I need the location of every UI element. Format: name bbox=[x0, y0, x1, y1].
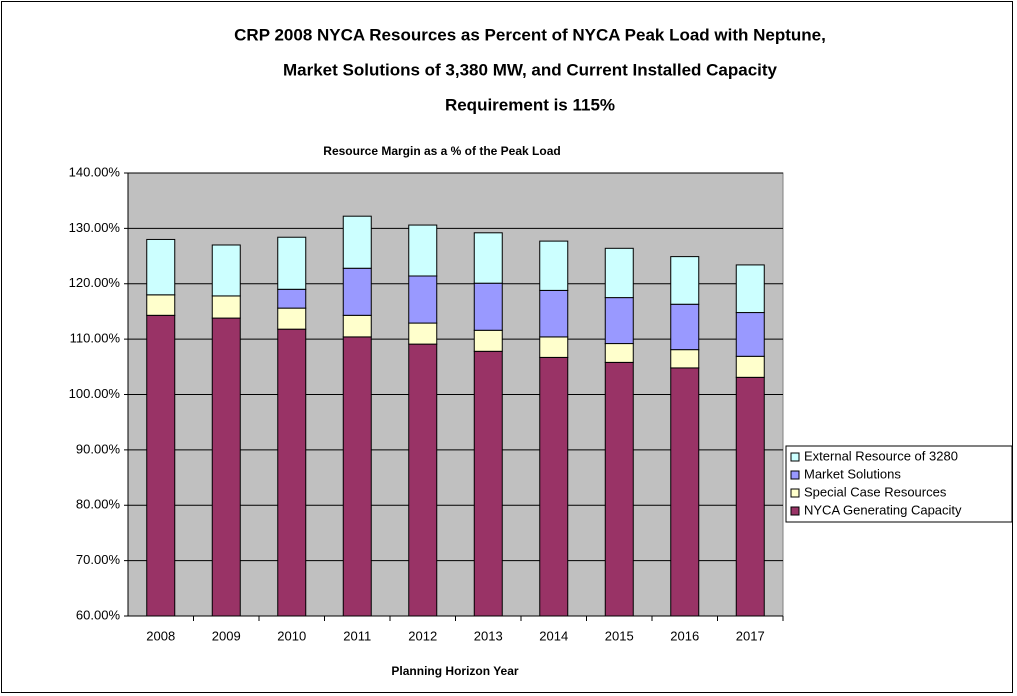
bar-segment bbox=[211, 295, 241, 319]
bar-segment bbox=[146, 294, 176, 316]
y-tick-label: 80.00% bbox=[76, 497, 121, 512]
bar-segment bbox=[408, 224, 438, 277]
bar-segment bbox=[604, 361, 634, 617]
bar-segment bbox=[539, 240, 569, 291]
bar-segment bbox=[342, 314, 372, 338]
legend-swatch bbox=[790, 470, 800, 480]
bar-segment bbox=[670, 303, 700, 351]
bar-segment bbox=[735, 376, 765, 617]
bar-segment bbox=[408, 343, 438, 617]
bar-segment bbox=[342, 336, 372, 617]
legend-label: Market Solutions bbox=[804, 466, 901, 481]
y-tick-label: 130.00% bbox=[69, 220, 121, 235]
bar-segment bbox=[670, 256, 700, 305]
bar-segment bbox=[473, 329, 503, 352]
bar-segment bbox=[277, 236, 307, 290]
legend-swatch bbox=[790, 506, 800, 516]
bar-segment bbox=[277, 328, 307, 617]
bar-segment bbox=[539, 336, 569, 358]
y-tick-label: 90.00% bbox=[76, 441, 121, 456]
x-axis-title: Planning Horizon Year bbox=[391, 664, 518, 678]
bar-segment bbox=[473, 232, 503, 284]
bar-segment bbox=[604, 343, 634, 363]
bar-segment bbox=[604, 247, 634, 299]
x-tick-label: 2014 bbox=[539, 628, 568, 643]
bar-segment bbox=[539, 356, 569, 617]
legend-label: External Resource of 3280 bbox=[804, 448, 958, 463]
bar-segment bbox=[735, 355, 765, 378]
bar-segment bbox=[342, 215, 372, 269]
y-tick-label: 60.00% bbox=[76, 607, 121, 622]
y-tick-label: 110.00% bbox=[70, 331, 121, 346]
x-tick-label: 2011 bbox=[343, 628, 371, 643]
chart-title: CRP 2008 NYCA Resources as Percent of NY… bbox=[234, 25, 826, 44]
chart-subtitle: Resource Margin as a % of the Peak Load bbox=[323, 144, 560, 158]
bar-segment bbox=[735, 264, 765, 314]
bar-segment bbox=[473, 282, 503, 331]
bar-segment bbox=[211, 317, 241, 617]
x-tick-label: 2009 bbox=[212, 628, 241, 643]
x-tick-label: 2016 bbox=[670, 628, 699, 643]
x-tick-label: 2015 bbox=[605, 628, 634, 643]
x-tick-label: 2012 bbox=[408, 628, 437, 643]
legend-label: Special Case Resources bbox=[804, 484, 947, 499]
x-tick-label: 2010 bbox=[277, 628, 306, 643]
y-tick-label: 140.00% bbox=[69, 164, 121, 179]
legend-swatch bbox=[790, 488, 800, 498]
bar-segment bbox=[604, 297, 634, 345]
bar-segment bbox=[146, 314, 176, 617]
chart-title: Market Solutions of 3,380 MW, and Curren… bbox=[283, 60, 778, 79]
y-tick-label: 70.00% bbox=[76, 552, 121, 567]
bar-segment bbox=[211, 244, 241, 297]
bar-segment bbox=[670, 349, 700, 369]
legend-label: NYCA Generating Capacity bbox=[804, 502, 962, 517]
bar-segment bbox=[146, 238, 176, 296]
bar-segment bbox=[735, 312, 765, 357]
bar-segment bbox=[277, 307, 307, 330]
x-tick-label: 2017 bbox=[736, 628, 765, 643]
bar-segment bbox=[408, 275, 438, 324]
bar-segment bbox=[342, 267, 372, 316]
x-tick-label: 2013 bbox=[474, 628, 503, 643]
bar-segment bbox=[670, 367, 700, 617]
chart-title: Requirement is 115% bbox=[445, 95, 615, 114]
bar-segment bbox=[539, 289, 569, 338]
bar-segment bbox=[277, 288, 307, 309]
y-tick-label: 120.00% bbox=[69, 275, 121, 290]
legend-swatch bbox=[790, 452, 800, 462]
legend-box bbox=[785, 445, 1013, 523]
x-tick-label: 2008 bbox=[146, 628, 175, 643]
bar-segment bbox=[473, 350, 503, 617]
y-tick-label: 100.00% bbox=[69, 386, 121, 401]
bar-segment bbox=[408, 322, 438, 345]
